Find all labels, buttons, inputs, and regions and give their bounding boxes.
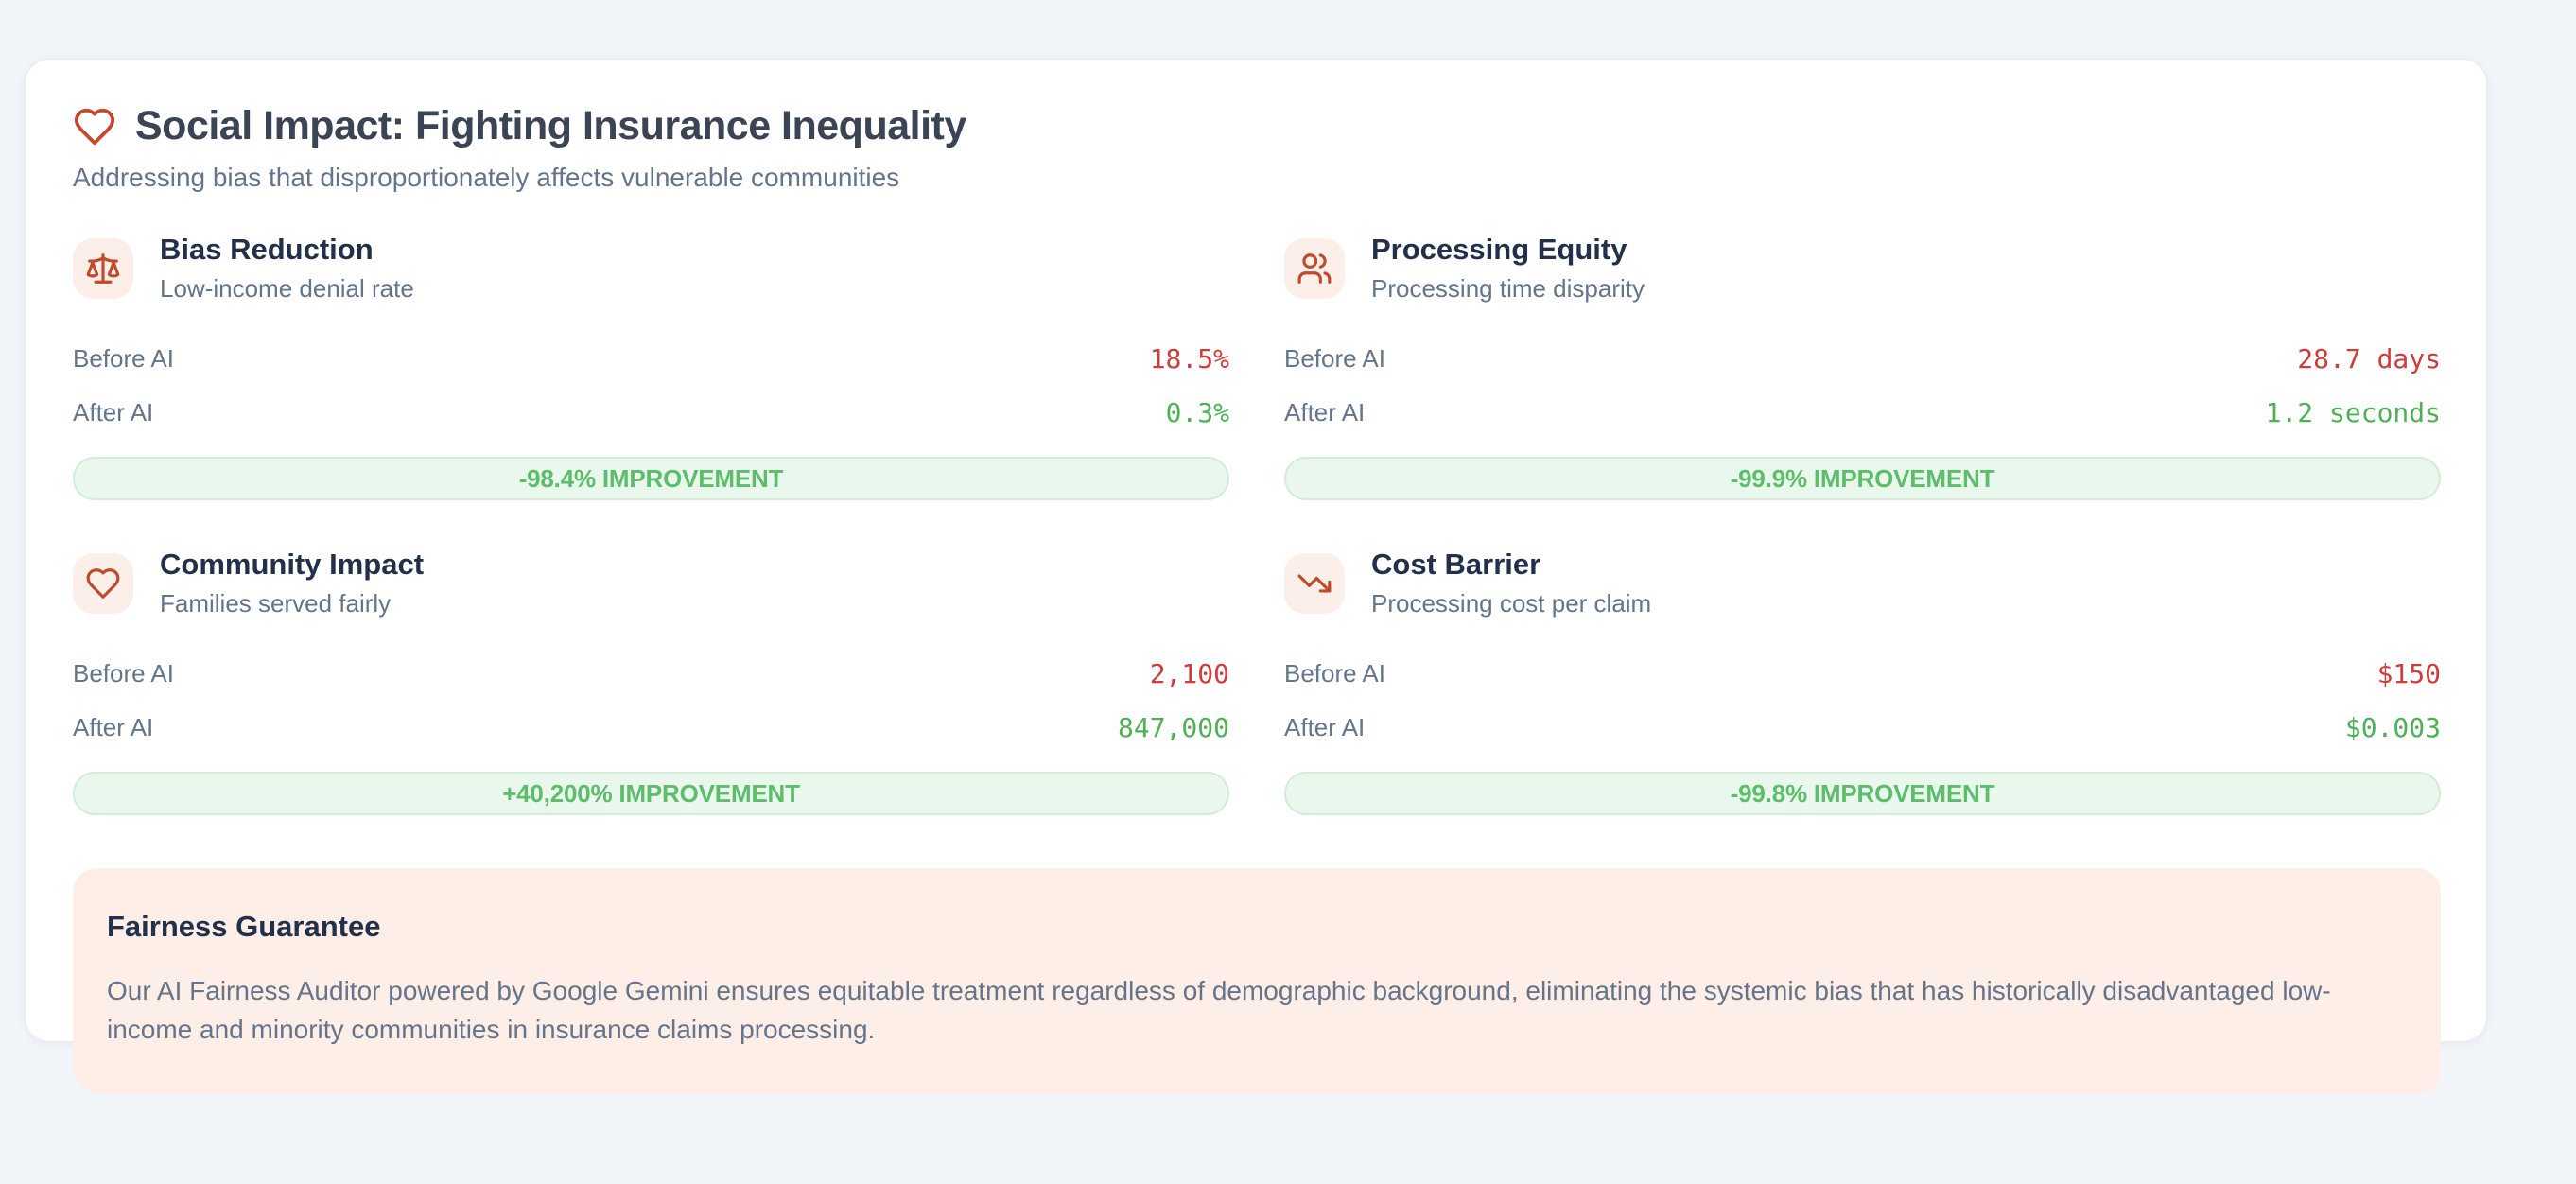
heart-icon (73, 552, 133, 614)
metric-header: Community Impact Families served fairly (73, 548, 1229, 618)
trending-down-icon (1284, 552, 1345, 614)
before-ai-label: Before AI (1284, 659, 1385, 688)
metric-title: Cost Barrier (1371, 548, 1541, 581)
after-ai-row: After AI 847,000 (73, 701, 1229, 755)
metric-community-impact: Community Impact Families served fairly … (73, 548, 1229, 815)
page-title: Social Impact: Fighting Insurance Inequa… (135, 103, 966, 148)
metrics-grid: Bias Reduction Low-income denial rate Be… (73, 233, 2441, 815)
metric-subtitle: Families served fairly (160, 589, 392, 618)
before-ai-value: 2,100 (1149, 658, 1229, 689)
page-subtitle: Addressing bias that disproportionately … (73, 163, 900, 192)
metric-header: Processing Equity Processing time dispar… (1284, 233, 2441, 304)
before-ai-row: Before AI 18.5% (73, 332, 1229, 386)
before-ai-row: Before AI 28.7 days (1284, 332, 2441, 386)
after-ai-label: After AI (1284, 713, 1366, 741)
metric-title: Processing Equity (1371, 233, 1627, 266)
before-ai-label: Before AI (1284, 344, 1385, 373)
after-ai-label: After AI (73, 398, 154, 427)
after-ai-row: After AI $0.003 (1284, 701, 2441, 755)
fairness-body: Our AI Fairness Auditor powered by Googl… (107, 976, 2331, 1044)
improvement-badge: -99.9% IMPROVEMENT (1284, 457, 2441, 500)
fairness-guarantee-panel: Fairness Guarantee Our AI Fairness Audit… (73, 868, 2441, 1095)
metric-subtitle: Low-income denial rate (160, 274, 414, 303)
metric-title: Bias Reduction (160, 233, 374, 266)
heart-icon (73, 105, 116, 148)
scale-icon (73, 237, 133, 299)
before-ai-row: Before AI $150 (1284, 647, 2441, 701)
before-ai-label: Before AI (73, 344, 174, 373)
metric-processing-equity: Processing Equity Processing time dispar… (1284, 233, 2441, 500)
metric-header: Bias Reduction Low-income denial rate (73, 233, 1229, 304)
users-icon (1284, 237, 1345, 299)
improvement-badge: -98.4% IMPROVEMENT (73, 457, 1229, 500)
improvement-badge: -99.8% IMPROVEMENT (1284, 772, 2441, 815)
metric-bias-reduction: Bias Reduction Low-income denial rate Be… (73, 233, 1229, 500)
metric-subtitle: Processing cost per claim (1371, 589, 1652, 618)
after-ai-label: After AI (73, 713, 154, 741)
metric-title: Community Impact (160, 548, 425, 581)
after-ai-value: 1.2 seconds (2265, 397, 2441, 428)
after-ai-label: After AI (1284, 398, 1366, 427)
fairness-title: Fairness Guarantee (107, 910, 381, 943)
improvement-badge: +40,200% IMPROVEMENT (73, 772, 1229, 815)
metric-subtitle: Processing time disparity (1371, 274, 1645, 303)
before-ai-label: Before AI (73, 659, 174, 688)
after-ai-row: After AI 1.2 seconds (1284, 386, 2441, 440)
before-ai-value: 18.5% (1149, 343, 1229, 374)
after-ai-value: $0.003 (2344, 712, 2441, 743)
social-impact-card: Social Impact: Fighting Insurance Inequa… (25, 59, 2487, 1095)
after-ai-row: After AI 0.3% (73, 386, 1229, 440)
before-ai-value: $150 (2376, 658, 2441, 689)
metric-header: Cost Barrier Processing cost per claim (1284, 548, 2441, 618)
after-ai-value: 847,000 (1117, 712, 1229, 743)
before-ai-row: Before AI 2,100 (73, 647, 1229, 701)
before-ai-value: 28.7 days (2297, 343, 2441, 374)
page-header: Social Impact: Fighting Insurance Inequa… (73, 103, 2441, 149)
metric-cost-barrier: Cost Barrier Processing cost per claim B… (1284, 548, 2441, 815)
after-ai-value: 0.3% (1165, 397, 1229, 428)
